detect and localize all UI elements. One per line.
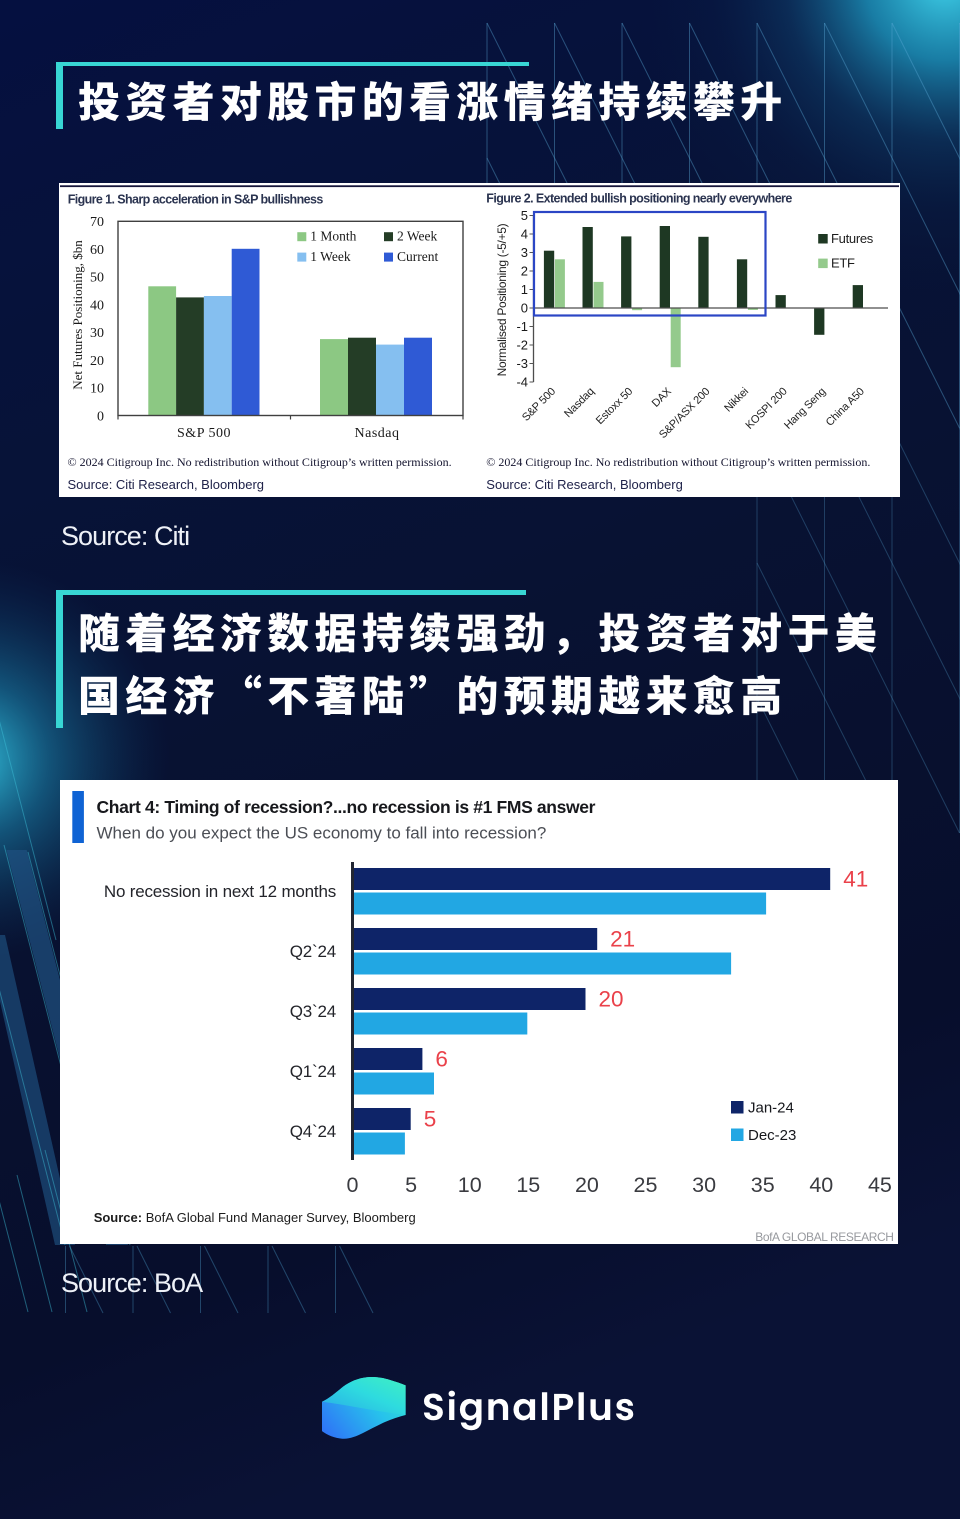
svg-text:Source: BofA Global Fund Manag: Source: BofA Global Fund Manager Survey,… — [93, 1210, 415, 1225]
svg-text:0: 0 — [346, 1173, 358, 1197]
svg-text:Q1`24: Q1`24 — [289, 1062, 335, 1081]
svg-text:40: 40 — [90, 298, 104, 313]
svg-text:Hang Seng: Hang Seng — [782, 386, 828, 432]
svg-text:Q3`24: Q3`24 — [289, 1002, 335, 1021]
svg-text:41: 41 — [843, 867, 868, 892]
svg-text:BofA GLOBAL RESEARCH: BofA GLOBAL RESEARCH — [755, 1230, 893, 1244]
svg-text:© 2024 Citigroup Inc. No redis: © 2024 Citigroup Inc. No redistribution … — [486, 455, 870, 469]
svg-text:20: 20 — [574, 1173, 598, 1197]
svg-text:20: 20 — [598, 987, 623, 1012]
svg-text:10: 10 — [457, 1173, 481, 1197]
svg-text:China A50: China A50 — [824, 386, 867, 429]
svg-text:5: 5 — [521, 208, 528, 223]
svg-text:-3: -3 — [516, 356, 528, 371]
svg-text:20: 20 — [90, 354, 104, 369]
svg-text:70: 70 — [90, 215, 104, 230]
svg-text:Dec-23: Dec-23 — [748, 1127, 796, 1144]
svg-text:30: 30 — [692, 1173, 716, 1197]
svg-text:30: 30 — [90, 326, 104, 341]
svg-text:-4: -4 — [516, 375, 528, 390]
svg-text:40: 40 — [809, 1173, 833, 1197]
svg-text:Source: Citi Research, Bloombe: Source: Citi Research, Bloomberg — [68, 477, 265, 492]
svg-text:0: 0 — [97, 410, 104, 425]
svg-text:-2: -2 — [516, 338, 528, 353]
svg-text:Nikkei: Nikkei — [722, 386, 751, 415]
svg-text:DAX: DAX — [650, 385, 675, 410]
svg-text:When do you expect the US econ: When do you expect the US economy to fal… — [96, 824, 546, 843]
svg-text:2 Week: 2 Week — [397, 229, 438, 244]
svg-text:No recession in next 12 months: No recession in next 12 months — [103, 882, 335, 901]
svg-text:25: 25 — [633, 1173, 657, 1197]
svg-text:50: 50 — [90, 271, 104, 286]
svg-text:-1: -1 — [516, 319, 528, 334]
svg-text:S&P 500: S&P 500 — [177, 426, 231, 441]
svg-text:Normalised Positioning (-5/+5): Normalised Positioning (-5/+5) — [495, 223, 509, 376]
svg-text:4: 4 — [521, 227, 528, 242]
svg-text:S&P 500: S&P 500 — [520, 386, 558, 424]
svg-text:Current: Current — [397, 249, 438, 264]
svg-text:Figure 1. Sharp acceleration i: Figure 1. Sharp acceleration in S&P bull… — [68, 193, 324, 207]
svg-text:0: 0 — [521, 301, 528, 316]
svg-text:45: 45 — [867, 1173, 891, 1197]
svg-text:6: 6 — [435, 1047, 448, 1072]
svg-text:Net Futures Positioning, $bn: Net Futures Positioning, $bn — [70, 240, 85, 390]
svg-text:Q4`24: Q4`24 — [289, 1122, 335, 1141]
svg-text:Jan-24: Jan-24 — [748, 1100, 794, 1117]
svg-text:1 Week: 1 Week — [310, 249, 351, 264]
svg-text:1: 1 — [521, 282, 528, 297]
svg-text:21: 21 — [610, 927, 635, 952]
svg-text:5: 5 — [405, 1173, 417, 1197]
svg-text:3: 3 — [521, 245, 528, 260]
svg-text:5: 5 — [423, 1107, 436, 1132]
svg-text:Chart 4: Timing of recession?.: Chart 4: Timing of recession?...no reces… — [96, 797, 595, 817]
svg-text:Q2`24: Q2`24 — [289, 942, 335, 961]
svg-text:Futures: Futures — [831, 231, 874, 246]
svg-text:2: 2 — [521, 264, 528, 279]
svg-text:© 2024 Citigroup Inc. No redis: © 2024 Citigroup Inc. No redistribution … — [68, 455, 452, 469]
svg-text:Estoxx 50: Estoxx 50 — [594, 386, 635, 427]
svg-text:1 Month: 1 Month — [310, 229, 356, 244]
svg-text:Nasdaq: Nasdaq — [355, 426, 400, 441]
svg-text:15: 15 — [516, 1173, 540, 1197]
svg-text:ETF: ETF — [831, 256, 855, 271]
svg-text:Figure 2. Extended bullish pos: Figure 2. Extended bullish positioning n… — [486, 192, 792, 206]
svg-text:35: 35 — [750, 1173, 774, 1197]
svg-text:Source: Citi Research, Bloombe: Source: Citi Research, Bloomberg — [486, 477, 683, 492]
svg-text:Nasdaq: Nasdaq — [562, 386, 597, 421]
svg-text:60: 60 — [90, 243, 104, 258]
svg-text:10: 10 — [90, 382, 104, 397]
